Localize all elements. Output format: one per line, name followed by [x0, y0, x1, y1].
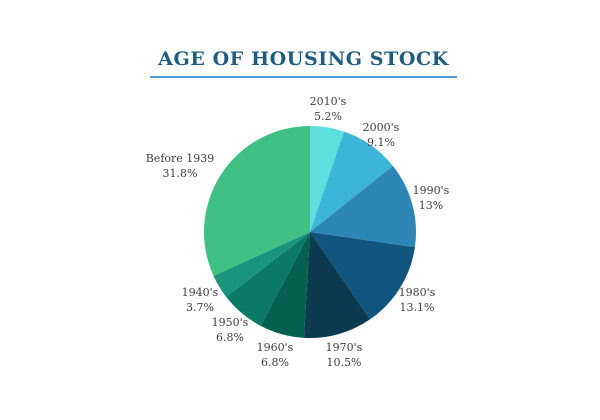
- slice-label-value: 31.8%: [162, 166, 198, 180]
- slice-label-value: 13.1%: [399, 300, 435, 314]
- slice-label: 1940's 3.7%: [182, 286, 219, 315]
- slice-label-name: 2010's: [309, 95, 347, 108]
- chart-title: AGE OF HOUSING STOCK: [158, 48, 449, 70]
- slice-label: 1950's 6.8%: [212, 316, 249, 345]
- slice-label-name: 1950's: [211, 316, 249, 329]
- slice-label-value: 6.8%: [261, 355, 289, 369]
- pie-slice-1970-s: [304, 232, 371, 338]
- slice-label-name: Before 1939: [145, 152, 215, 165]
- slice-label-name: 1980's: [398, 286, 436, 299]
- pie-slice-1980-s: [310, 232, 415, 320]
- slice-label-name: 1990's: [412, 184, 450, 197]
- slice-label-value: 10.5%: [326, 355, 362, 369]
- slice-label-name: 2000's: [362, 121, 400, 134]
- slice-label-name: 1970's: [325, 341, 363, 354]
- slice-label-name: 1960's: [256, 341, 294, 354]
- pie-slice-2010-s: [310, 126, 345, 232]
- pie-slice-before-1939: [204, 126, 310, 276]
- slice-label: 2000's 9.1%: [363, 121, 400, 150]
- slice-label-value: 3.7%: [186, 300, 214, 314]
- slice-label-value: 9.1%: [367, 135, 395, 149]
- pie-slice-1940-s: [213, 232, 310, 297]
- slice-label: 1980's 13.1%: [399, 286, 436, 315]
- slice-label-value: 13%: [418, 198, 444, 212]
- slice-label: 2010's 5.2%: [310, 95, 347, 124]
- slice-label: 1960's 6.8%: [257, 341, 294, 370]
- pie-slice-1990-s: [310, 165, 417, 248]
- slice-label-name: 1940's: [181, 286, 219, 299]
- chart-title-block: AGE OF HOUSING STOCK: [150, 48, 457, 78]
- pie-slice-1950-s: [226, 232, 310, 326]
- slice-label-value: 5.2%: [314, 109, 342, 123]
- pie-slice-1960-s: [260, 232, 310, 338]
- slice-label: 1970's 10.5%: [326, 341, 363, 370]
- slice-label: 1990's 13%: [413, 184, 450, 213]
- slice-label: Before 1939 31.8%: [146, 152, 215, 181]
- slice-label-value: 6.8%: [216, 330, 244, 344]
- pie-slice-2000-s: [310, 131, 393, 232]
